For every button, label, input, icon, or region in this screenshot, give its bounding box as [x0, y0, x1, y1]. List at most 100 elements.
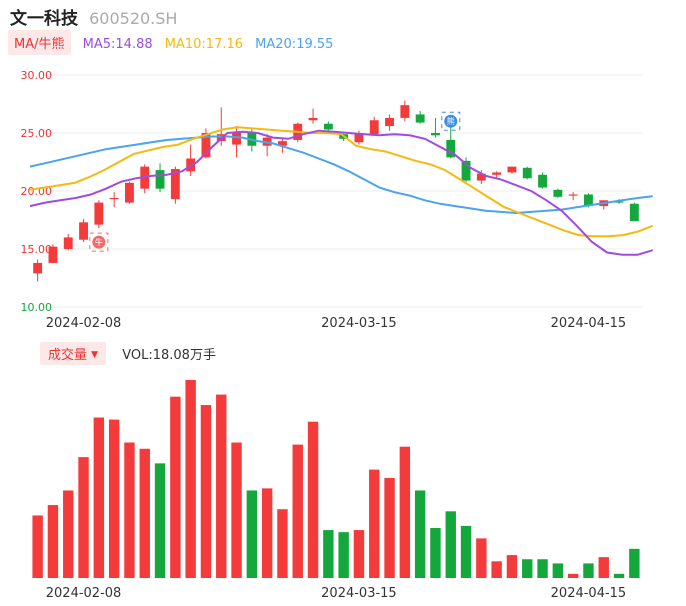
- candle[interactable]: [415, 110, 425, 124]
- volume-bar[interactable]: [93, 417, 105, 578]
- candle[interactable]: [385, 114, 394, 131]
- candle-body: [522, 167, 532, 179]
- volume-bar[interactable]: [598, 557, 609, 578]
- ma10-legend: MA10:17.16: [164, 37, 244, 52]
- candle[interactable]: [94, 200, 104, 229]
- candle[interactable]: [186, 144, 196, 176]
- volume-bar[interactable]: [552, 563, 564, 578]
- candle[interactable]: [507, 166, 517, 174]
- candle[interactable]: [369, 116, 379, 136]
- candle-body: [278, 141, 287, 146]
- volume-bar[interactable]: [277, 509, 288, 578]
- volume-bar[interactable]: [32, 515, 43, 578]
- candle[interactable]: [232, 126, 241, 158]
- candle[interactable]: [538, 172, 547, 189]
- marker-dot: [92, 235, 106, 249]
- volume-bar[interactable]: [185, 380, 196, 578]
- volume-bar[interactable]: [353, 530, 365, 578]
- volume-bar[interactable]: [292, 444, 303, 578]
- volume-bar[interactable]: [522, 559, 533, 578]
- volume-bar[interactable]: [399, 446, 411, 578]
- candle-body: [400, 105, 410, 118]
- candle[interactable]: [400, 100, 410, 122]
- volume-value: VOL:18.08万手: [122, 348, 216, 363]
- candle-body: [109, 197, 119, 200]
- volume-bar[interactable]: [460, 525, 472, 578]
- candle[interactable]: [109, 192, 119, 208]
- candle-body: [584, 194, 593, 207]
- candle-body: [415, 114, 425, 123]
- candle-body: [48, 246, 58, 263]
- candle[interactable]: [568, 192, 578, 201]
- volume-bar[interactable]: [537, 559, 548, 578]
- volume-bar[interactable]: [414, 490, 426, 578]
- candle[interactable]: [461, 157, 471, 182]
- volume-bar[interactable]: [307, 421, 319, 578]
- candle[interactable]: [522, 166, 532, 180]
- volume-bar[interactable]: [445, 511, 456, 578]
- volume-bar[interactable]: [338, 532, 349, 578]
- candle[interactable]: [48, 244, 58, 263]
- candle[interactable]: [431, 117, 440, 138]
- price-axis-tick: 10.00: [21, 301, 53, 314]
- volume-bar[interactable]: [63, 490, 74, 578]
- volume-bar[interactable]: [170, 396, 181, 578]
- volume-bar[interactable]: [430, 527, 441, 578]
- ma20-line: [29, 135, 653, 215]
- candle-body: [385, 117, 394, 127]
- candle[interactable]: [155, 163, 165, 193]
- volume-bar[interactable]: [567, 573, 579, 578]
- volume-bar[interactable]: [491, 561, 502, 578]
- volume-bar[interactable]: [47, 505, 59, 578]
- candle-body: [308, 117, 318, 121]
- stock-name: 文一科技: [10, 9, 78, 29]
- volume-bar[interactable]: [476, 538, 487, 578]
- volume-bar[interactable]: [369, 469, 380, 578]
- candle-body: [614, 201, 624, 203]
- volume-bar[interactable]: [261, 488, 273, 578]
- marker-label: 牛: [95, 237, 103, 247]
- volume-bar[interactable]: [200, 405, 212, 578]
- candle[interactable]: [33, 259, 43, 282]
- volume-bar[interactable]: [246, 490, 258, 578]
- volume-bar[interactable]: [323, 530, 334, 578]
- candle-body: [461, 160, 471, 181]
- candle[interactable]: [140, 164, 150, 194]
- volume-bar[interactable]: [613, 573, 625, 578]
- candle[interactable]: [79, 218, 88, 243]
- stock-code: 600520.SH: [89, 9, 178, 28]
- candle-body: [507, 166, 517, 173]
- candle-body: [125, 182, 134, 203]
- volume-legend: 成交量 ▼ VOL:18.08万手: [40, 342, 216, 365]
- ma-indicator-button[interactable]: MA/牛熊: [8, 30, 71, 55]
- volume-bar[interactable]: [124, 442, 135, 578]
- ma5-legend: MA5:14.88: [82, 37, 153, 52]
- stock-header: 文一科技 600520.SH: [10, 4, 178, 29]
- volume-bar[interactable]: [139, 448, 150, 578]
- candle[interactable]: [629, 202, 639, 222]
- candle[interactable]: [63, 233, 73, 251]
- candle[interactable]: [553, 188, 563, 198]
- candle[interactable]: [278, 137, 287, 153]
- volume-indicator-button[interactable]: 成交量 ▼: [40, 342, 107, 365]
- volume-date-tick: 2024-02-08: [46, 586, 122, 601]
- volume-bar[interactable]: [216, 394, 227, 578]
- volume-bar[interactable]: [506, 555, 518, 578]
- bear-marker-icon[interactable]: 熊: [441, 111, 461, 131]
- candle[interactable]: [308, 108, 318, 124]
- volume-bar[interactable]: [583, 563, 594, 578]
- price-axis-tick: 15.00: [21, 243, 53, 256]
- volume-bar[interactable]: [384, 477, 395, 578]
- volume-bar[interactable]: [108, 419, 120, 578]
- ma-legend: MA/牛熊 MA5:14.88 MA10:17.16 MA20:19.55: [8, 30, 333, 55]
- volume-bar[interactable]: [78, 457, 89, 578]
- bull-marker-icon[interactable]: 牛: [89, 232, 109, 252]
- volume-bar[interactable]: [629, 548, 640, 578]
- volume-date-tick: 2024-03-15: [321, 586, 397, 601]
- candle[interactable]: [476, 170, 486, 185]
- candle-body: [431, 133, 440, 136]
- candle[interactable]: [125, 181, 134, 204]
- volume-bar[interactable]: [154, 463, 166, 578]
- volume-bar[interactable]: [231, 442, 242, 578]
